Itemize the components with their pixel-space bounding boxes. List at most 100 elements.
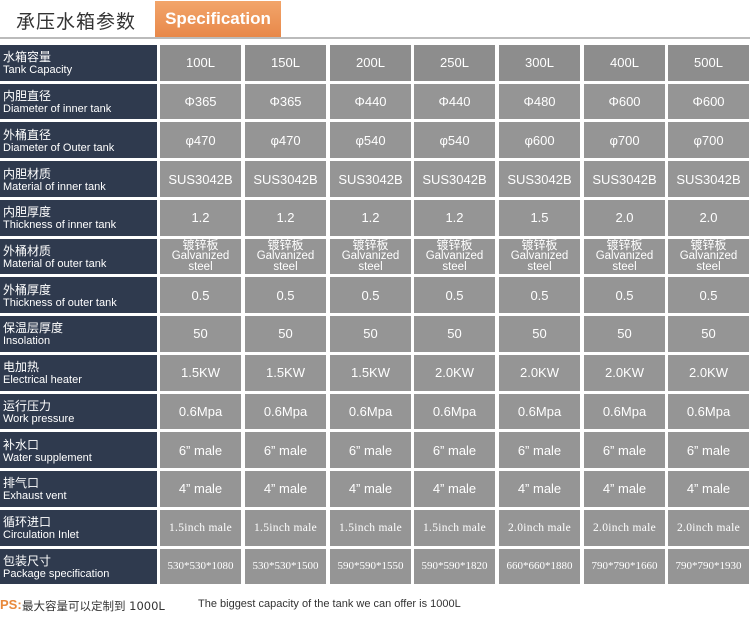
- cell-line: Galvanized: [171, 250, 230, 263]
- table-cell: 1.2: [245, 199, 326, 236]
- row-label-en: Tank Capacity: [3, 64, 73, 77]
- table-cell: 1.2: [160, 199, 241, 236]
- table-cell: 4” male: [245, 471, 326, 507]
- row-label-en: Work pressure: [3, 412, 75, 425]
- row-label: 保温层厚度 Insolation: [0, 316, 157, 352]
- table-cell: 4” male: [499, 471, 580, 507]
- table-row: 内胆材质 Material of inner tank SUS3042B SUS304…: [0, 161, 750, 197]
- row-label-en: Water supplement: [3, 451, 92, 464]
- table-cell: 100L: [160, 45, 241, 81]
- table-cell: 1.5inch male: [330, 509, 411, 546]
- cell-line: steel: [527, 261, 552, 274]
- cell-line: 镀锌板: [436, 238, 473, 253]
- row-label: 外桶厚度 Thickness of outer tank: [0, 277, 157, 314]
- table-cell: SUS3042B: [160, 161, 241, 197]
- table-cell: 4” male: [414, 471, 495, 507]
- table-cell: 2.0: [584, 199, 665, 236]
- note-en: The biggest capacity of the tank we can …: [198, 598, 461, 610]
- row-label: 内胆直径 Diameter of inner tank: [0, 83, 157, 120]
- table-cell: 镀锌板 Galvanized steel: [245, 238, 326, 275]
- table-cell: 0.6Mpa: [160, 393, 241, 430]
- table-cell: 6” male: [160, 432, 241, 469]
- cell-line: steel: [358, 261, 383, 274]
- table-cell: 660*660*1880: [499, 548, 580, 585]
- table-cell: 4” male: [668, 471, 749, 507]
- table-cell: 6” male: [668, 432, 749, 469]
- table-cell: φ540: [414, 122, 495, 159]
- table-cell: 4” male: [330, 471, 411, 507]
- row-label: 水箱容量 Tank Capacity: [0, 45, 157, 81]
- row-label-en: Electrical heater: [3, 374, 82, 387]
- table-cell: 300L: [499, 45, 580, 81]
- header: 承压水箱参数 Specification: [0, 0, 750, 39]
- cell-line: steel: [612, 261, 637, 274]
- table-row: 补水口 Water supplement 6” male 6” male 6” male…: [0, 432, 750, 469]
- table-cell: φ470: [245, 122, 326, 159]
- table-cell: φ700: [584, 122, 665, 159]
- cell-line: steel: [273, 261, 298, 274]
- table-row: 运行压力 Work pressure 0.6Mpa 0.6Mpa 0.6Mpa 0.6Mp…: [0, 393, 750, 430]
- table-cell: Φ600: [668, 83, 749, 120]
- tab-specification[interactable]: Specification: [155, 1, 281, 37]
- row-label-cn: 外桶直径: [3, 127, 52, 142]
- row-label-en: Diameter of inner tank: [3, 103, 112, 116]
- table-cell: 790*790*1930: [668, 548, 749, 585]
- table-cell: 0.6Mpa: [584, 393, 665, 430]
- header-divider: [0, 37, 750, 39]
- table-cell: 0.5: [584, 277, 665, 314]
- table-cell: 200L: [330, 45, 411, 81]
- table-cell: 50: [499, 316, 580, 352]
- cell-line: Galvanized: [256, 250, 315, 263]
- table-cell: φ600: [499, 122, 580, 159]
- page-title: 承压水箱参数: [16, 11, 137, 33]
- table-cell: Φ365: [245, 83, 326, 120]
- row-label-en: Thickness of outer tank: [3, 296, 117, 309]
- row-label-en: Material of inner tank: [3, 180, 106, 193]
- table-cell: 4” male: [584, 471, 665, 507]
- table-cell: 530*530*1500: [245, 548, 326, 585]
- table-cell: 50: [330, 316, 411, 352]
- table-row: 排气口 Exhaust vent 4” male 4” male 4” male 4” m…: [0, 471, 750, 507]
- table-cell: 镀锌板 Galvanized steel: [584, 238, 665, 275]
- table-cell: 2.0inch male: [499, 509, 580, 546]
- table-row: 外桶直径 Diameter of Outer tank φ470 φ470 φ540 φ5…: [0, 122, 750, 159]
- row-label-cn: 包装尺寸: [3, 553, 52, 568]
- table-cell: 1.5: [499, 199, 580, 236]
- cell-line: steel: [188, 261, 213, 274]
- table-row: 循环进口 Circulation Inlet 1.5inch male 1.5inch…: [0, 509, 750, 546]
- table-cell: SUS3042B: [499, 161, 580, 197]
- row-label: 补水口 Water supplement: [0, 432, 157, 469]
- table-cell: 2.0KW: [584, 354, 665, 391]
- cell-line: 镀锌板: [521, 238, 558, 253]
- cell-line: 镀锌板: [690, 238, 727, 253]
- table-cell: 6” male: [499, 432, 580, 469]
- cell-line: steel: [696, 261, 721, 274]
- table-cell: 1.2: [330, 199, 411, 236]
- table-cell: SUS3042B: [584, 161, 665, 197]
- row-label: 电加热 Electrical heater: [0, 354, 157, 391]
- cell-line: Galvanized: [510, 250, 569, 263]
- table-cell: 0.6Mpa: [330, 393, 411, 430]
- table-cell: 1.5inch male: [160, 509, 241, 546]
- table-cell: 590*590*1550: [330, 548, 411, 585]
- row-label-cn: 内胆直径: [3, 89, 52, 104]
- row-label-cn: 补水口: [3, 437, 40, 452]
- table-cell: 4” male: [160, 471, 241, 507]
- table-cell: 2.0KW: [499, 354, 580, 391]
- table-cell: 0.5: [160, 277, 241, 314]
- row-label-en: Material of outer tank: [3, 258, 107, 271]
- table-cell: 1.5KW: [330, 354, 411, 391]
- table-cell: 530*530*1080: [160, 548, 241, 585]
- table-cell: 1.5inch male: [414, 509, 495, 546]
- table-cell: 2.0: [668, 199, 749, 236]
- table-cell: 6” male: [330, 432, 411, 469]
- row-label: 内胆厚度 Thickness of inner tank: [0, 199, 157, 236]
- table-row: 外桶材质 Material of outer tank 镀锌板 Galvanized s…: [0, 238, 750, 275]
- table-row: 水箱容量 Tank Capacity 100L 150L 200L 250L 300L 400…: [0, 45, 750, 81]
- cell-line: Galvanized: [341, 250, 400, 263]
- row-label: 排气口 Exhaust vent: [0, 471, 157, 507]
- table-cell: Φ365: [160, 83, 241, 120]
- row-label: 外桶材质 Material of outer tank: [0, 238, 157, 275]
- table-row: 外桶厚度 Thickness of outer tank 0.5 0.5 0.5 0.5 0…: [0, 277, 750, 314]
- footer-note: PS: 最大容量可以定制到 1000L The biggest capacity…: [0, 596, 750, 616]
